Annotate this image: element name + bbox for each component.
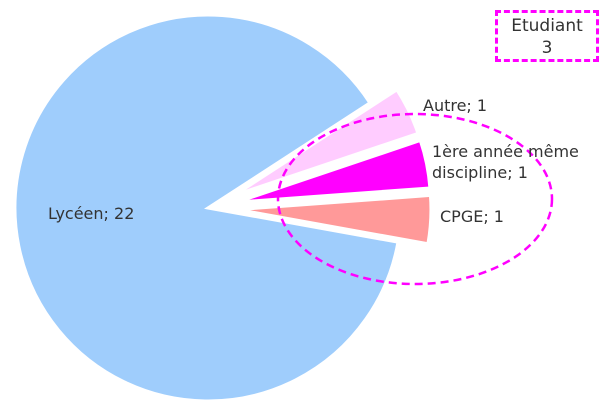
pie-slice xyxy=(236,138,432,204)
data-label: CPGE; 1 xyxy=(440,207,504,226)
pie-slice xyxy=(234,87,420,197)
annotation-label: Etudiant xyxy=(511,16,583,36)
annotation-value: 3 xyxy=(541,38,553,58)
data-label: Autre; 1 xyxy=(423,96,488,115)
data-label: Lycéen; 22 xyxy=(48,204,135,223)
annotation-box: Etudiant 3 xyxy=(495,10,599,62)
annotation-ellipse xyxy=(276,112,554,286)
pie-slice xyxy=(237,193,433,246)
pie-slice xyxy=(13,13,400,401)
data-label: 1ère année même discipline; 1 xyxy=(432,142,579,182)
